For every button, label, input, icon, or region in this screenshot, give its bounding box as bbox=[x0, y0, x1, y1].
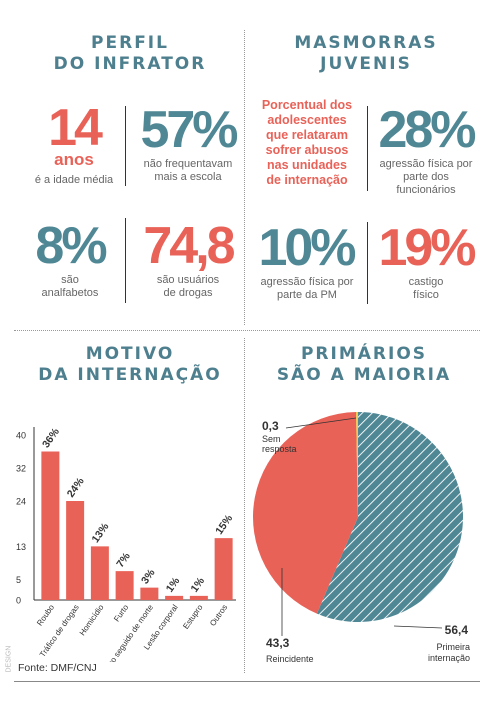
masmorras-stat1-caption-line1: agressão física por bbox=[379, 158, 473, 170]
pie-slice-label: Sem bbox=[262, 434, 281, 444]
perfil-stat4-value: 74,8 bbox=[143, 217, 235, 275]
y-tick-label: 32 bbox=[16, 464, 26, 474]
masmorras-stat2-caption: agressão física por parte da PM bbox=[248, 276, 366, 302]
masmorras-stat1-value: 28% bbox=[378, 101, 476, 159]
pie-value-label: 43,3 bbox=[266, 636, 290, 650]
chart-source: Fonte: DMF/CNJ bbox=[18, 662, 97, 674]
perfil-stat2-caption-line2: mais a escola bbox=[154, 171, 222, 183]
masmorras-stat3-caption: castigo físico bbox=[366, 276, 486, 302]
bar-value-label: 15% bbox=[213, 512, 235, 537]
perfil-title-line2: DO INFRATOR bbox=[53, 54, 207, 74]
bar bbox=[140, 587, 159, 600]
pie-slice bbox=[253, 412, 358, 614]
perfil-stat3-caption-line1: são bbox=[61, 274, 79, 286]
y-tick-label: 13 bbox=[16, 542, 26, 552]
motivo-title-line1: MOTIVO bbox=[85, 344, 175, 364]
bar-value-label: 3% bbox=[139, 566, 158, 586]
perfil-stat1-unit: anos bbox=[54, 150, 94, 169]
perfil-vline-top bbox=[125, 106, 126, 186]
divider-vertical-top bbox=[244, 30, 245, 325]
perfil-stat1-caption: é a idade média bbox=[34, 174, 114, 186]
perfil-stat3-caption-line2: analfabetos bbox=[41, 287, 99, 299]
masmorras-intro-line: de internação bbox=[266, 173, 348, 187]
perfil-vline-bottom bbox=[125, 218, 126, 303]
bar bbox=[66, 501, 85, 600]
divider-horizontal-middle bbox=[14, 330, 480, 331]
bottom-rule bbox=[14, 681, 480, 682]
primarios-title: PRIMÁRIOS SÃO A MAIORIA bbox=[248, 344, 480, 386]
perfil-stat3-value: 8% bbox=[35, 217, 107, 275]
masmorras-stat1-caption-line2: parte dos bbox=[403, 171, 449, 183]
bar bbox=[189, 595, 208, 600]
perfil-stat2-caption: não frequentavam mais a escola bbox=[128, 158, 248, 184]
masmorras-intro-line: sofrer abusos bbox=[265, 143, 349, 157]
side-credit: DESIGN bbox=[5, 645, 13, 673]
masmorras-stat2-caption-line1: agressão física por bbox=[260, 276, 354, 288]
masmorras-stat3-caption-line2: físico bbox=[413, 289, 439, 301]
bar bbox=[90, 546, 109, 600]
motivo-title-line2: DA INTERNAÇÃO bbox=[38, 365, 222, 385]
perfil-stat4-caption-line2: de drogas bbox=[163, 287, 213, 299]
masmorras-intro-line: que relataram bbox=[266, 128, 348, 142]
bar bbox=[41, 451, 60, 600]
masmorras-intro: Porcentual dos adolescentes que relatara… bbox=[250, 98, 364, 188]
primarios-title-line1: PRIMÁRIOS bbox=[300, 344, 428, 364]
perfil-stat2-caption-line1: não frequentavam bbox=[143, 158, 233, 170]
masmorras-stat3-value: 19% bbox=[378, 219, 476, 277]
pie-leader-line bbox=[285, 417, 357, 429]
x-tick-label: Roubo bbox=[35, 603, 56, 628]
bar-value-label: 7% bbox=[114, 550, 133, 570]
motivo-title: MOTIVO DA INTERNAÇÃO bbox=[14, 344, 246, 386]
pie-slice-label: Reincidente bbox=[266, 654, 314, 664]
perfil-stat1-value: 14 bbox=[48, 99, 103, 157]
masmorras-intro-line: adolescentes bbox=[267, 113, 347, 127]
masmorras-stat3-caption-line1: castigo bbox=[408, 276, 444, 288]
masmorras-stat1-caption-line3: funcionários bbox=[396, 184, 456, 196]
pie-slice-label: Primeira bbox=[436, 642, 470, 652]
pie-value-label: 0,3 bbox=[262, 419, 279, 433]
perfil-stat4-caption-line1: são usuários bbox=[156, 274, 220, 286]
masmorras-title-line2: JUVENIS bbox=[320, 54, 412, 74]
masmorras-intro-line: nas unidades bbox=[267, 158, 347, 172]
pie-slice bbox=[316, 412, 463, 622]
masmorras-stat2-caption-line2: parte da PM bbox=[277, 289, 337, 301]
x-tick-label: Outros bbox=[208, 603, 229, 628]
masmorras-title-line1: MASMORRAS bbox=[294, 33, 438, 53]
perfil-title-line1: PERFIL bbox=[91, 33, 169, 53]
y-tick-label: 40 bbox=[16, 431, 26, 441]
pie-slice-label: internação bbox=[428, 653, 470, 663]
divider-vertical-bottom bbox=[244, 338, 245, 673]
x-tick-label: Homicídio bbox=[78, 603, 106, 638]
pie-slice bbox=[356, 412, 358, 517]
masmorras-stat1-caption: agressão física por parte dos funcionári… bbox=[366, 158, 486, 197]
masmorras-title: MASMORRAS JUVENIS bbox=[252, 33, 480, 75]
bar-value-label: 24% bbox=[65, 475, 87, 500]
bar-value-label: 36% bbox=[40, 426, 62, 451]
y-tick-label: 5 bbox=[16, 575, 21, 585]
masmorras-vline-bottom bbox=[367, 222, 368, 304]
x-tick-label: Estupro bbox=[181, 603, 205, 631]
bar bbox=[115, 571, 134, 600]
y-tick-label: 24 bbox=[16, 497, 26, 507]
bar bbox=[214, 538, 233, 600]
bar bbox=[165, 595, 184, 600]
masmorras-vline-top bbox=[367, 106, 368, 191]
primarios-title-line2: SÃO A MAIORIA bbox=[276, 365, 452, 385]
perfil-stat2-value: 57% bbox=[140, 101, 238, 159]
bar-value-label: 1% bbox=[164, 575, 183, 595]
x-tick-label: Furto bbox=[112, 603, 130, 624]
bar-value-label: 1% bbox=[189, 575, 208, 595]
pie-value-label: 56,4 bbox=[445, 623, 469, 637]
masmorras-intro-line: Porcentual dos bbox=[261, 98, 353, 112]
perfil-stat4-caption: são usuários de drogas bbox=[128, 274, 248, 300]
masmorras-stat2-value: 10% bbox=[258, 219, 356, 277]
pie-slice-label: resposta bbox=[262, 444, 297, 454]
perfil-title: PERFIL DO INFRATOR bbox=[20, 33, 240, 75]
perfil-stat3-caption: são analfabetos bbox=[10, 274, 130, 300]
bar-value-label: 13% bbox=[90, 520, 112, 545]
y-tick-label: 0 bbox=[16, 596, 21, 606]
pie-leader-line bbox=[393, 625, 443, 629]
